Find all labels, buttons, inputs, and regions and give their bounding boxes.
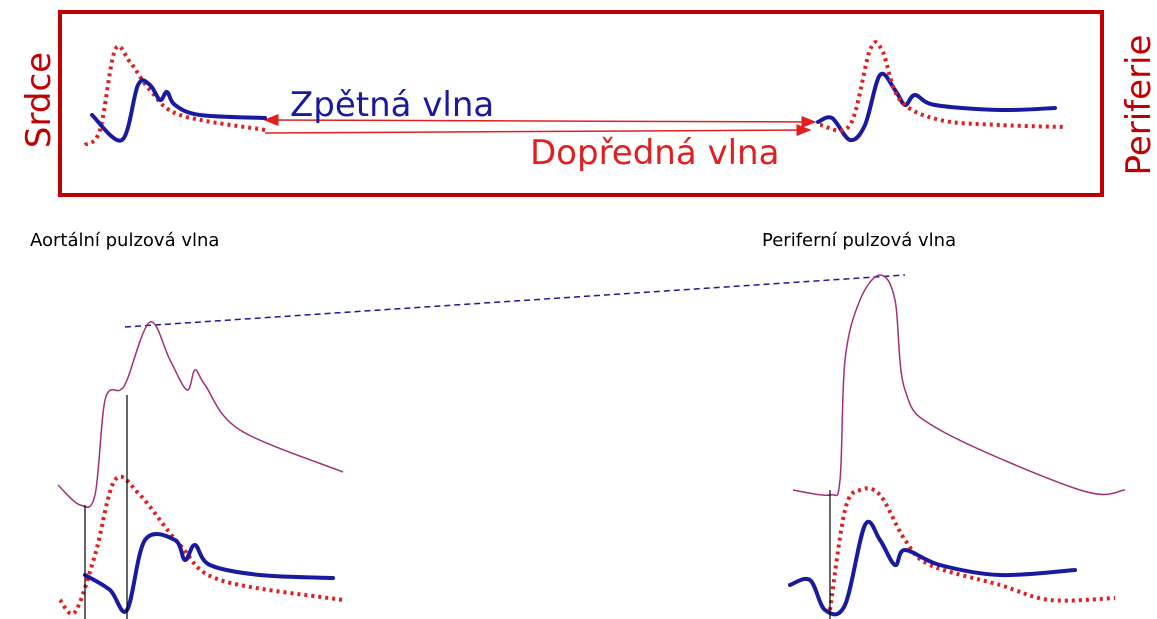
peripheral-label: Periferní pulzová vlna (762, 230, 956, 251)
frame (58, 10, 1104, 197)
backward-wave (83, 532, 335, 614)
arrow (264, 124, 812, 137)
forward-wave-label: Dopředná vlna (530, 133, 779, 173)
arrow (263, 114, 817, 128)
backward-wave (90, 78, 267, 143)
right-label: Periferie (1119, 35, 1157, 176)
forward-wave (819, 40, 1066, 133)
forward-wave (83, 44, 266, 147)
pressure-wave (57, 321, 344, 508)
backward-wave-label: Zpětná vlna (290, 85, 494, 125)
aortic-label: Aortální pulzová vlna (30, 230, 219, 251)
forward-wave (828, 486, 1116, 611)
backward-wave (788, 519, 1077, 617)
forward-wave (58, 474, 344, 616)
pressure-wave (792, 274, 1126, 497)
left-label: Srdce (19, 52, 59, 148)
trend-line (124, 274, 906, 328)
backward-wave (816, 71, 1057, 143)
